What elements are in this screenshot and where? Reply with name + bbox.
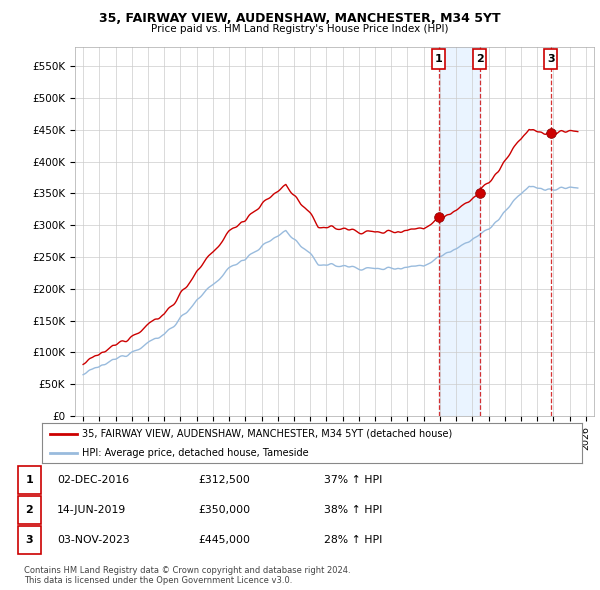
Text: £445,000: £445,000	[198, 535, 250, 545]
Text: 14-JUN-2019: 14-JUN-2019	[57, 505, 126, 514]
Text: 3: 3	[26, 535, 33, 545]
Bar	[473, 49, 486, 70]
Bar	[439, 47, 479, 416]
Text: 38% ↑ HPI: 38% ↑ HPI	[324, 505, 382, 514]
Text: 3: 3	[547, 54, 554, 64]
Bar	[544, 49, 557, 70]
Text: 37% ↑ HPI: 37% ↑ HPI	[324, 475, 382, 484]
Text: 2: 2	[476, 54, 484, 64]
Text: 28% ↑ HPI: 28% ↑ HPI	[324, 535, 382, 545]
Text: 1: 1	[435, 54, 442, 64]
Text: Price paid vs. HM Land Registry's House Price Index (HPI): Price paid vs. HM Land Registry's House …	[151, 24, 449, 34]
Text: 35, FAIRWAY VIEW, AUDENSHAW, MANCHESTER, M34 5YT (detached house): 35, FAIRWAY VIEW, AUDENSHAW, MANCHESTER,…	[83, 429, 453, 439]
Text: £350,000: £350,000	[198, 505, 250, 514]
Text: 35, FAIRWAY VIEW, AUDENSHAW, MANCHESTER, M34 5YT: 35, FAIRWAY VIEW, AUDENSHAW, MANCHESTER,…	[99, 12, 501, 25]
Text: Contains HM Land Registry data © Crown copyright and database right 2024.
This d: Contains HM Land Registry data © Crown c…	[24, 566, 350, 585]
Text: £312,500: £312,500	[198, 475, 250, 484]
Text: 2: 2	[26, 505, 33, 514]
Text: 03-NOV-2023: 03-NOV-2023	[57, 535, 130, 545]
Text: 1: 1	[26, 475, 33, 484]
Text: 02-DEC-2016: 02-DEC-2016	[57, 475, 129, 484]
Bar	[432, 49, 445, 70]
Text: HPI: Average price, detached house, Tameside: HPI: Average price, detached house, Tame…	[83, 448, 309, 458]
